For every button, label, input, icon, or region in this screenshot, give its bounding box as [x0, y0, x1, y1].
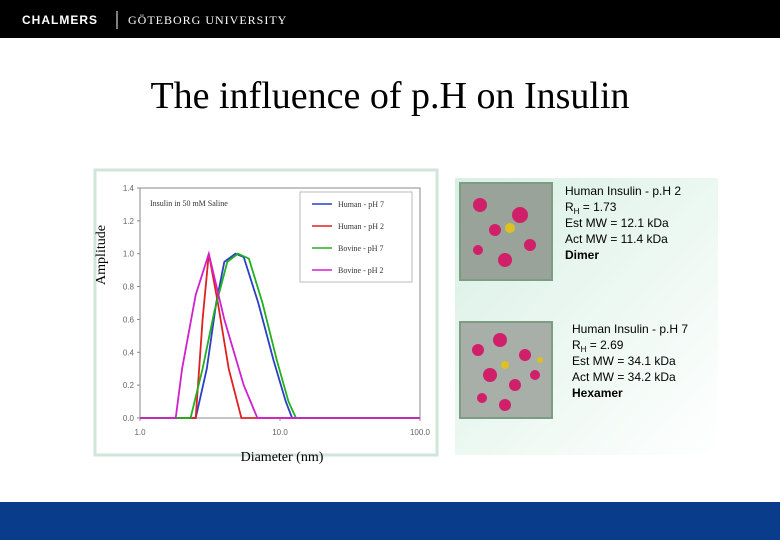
radius-symbol: R [572, 338, 581, 352]
radius-value: = 1.73 [579, 200, 616, 214]
x-tick-label: 100.0 [410, 428, 431, 437]
legend-label: Bovine - pH 2 [338, 266, 384, 275]
radius-value: = 2.69 [586, 338, 623, 352]
series-line [140, 252, 420, 419]
panel-heading: Human Insulin - p.H 7 [572, 322, 688, 336]
y-tick-label: 1.0 [123, 250, 135, 259]
legend-label: Bovine - pH 7 [338, 244, 384, 253]
y-tick-label: 0.8 [123, 283, 135, 292]
molecule-drawing [472, 198, 540, 411]
y-tick-label: 0.2 [123, 381, 135, 390]
footer-bar [0, 502, 780, 540]
header-right: GÖTEBORG UNIVERSITY [128, 13, 287, 27]
header-bar [0, 0, 780, 38]
panel-est: Est MW = 12.1 kDa [565, 216, 669, 230]
x-tick-label: 10.0 [272, 428, 288, 437]
panel-est: Est MW = 34.1 kDa [572, 354, 676, 368]
y-tick-label: 1.2 [123, 217, 135, 226]
radius-subscript: H [574, 207, 580, 216]
legend [299, 191, 413, 283]
y-tick-label: 1.4 [123, 184, 135, 193]
panel-radius: RH = 2.69 [572, 338, 624, 354]
y-tick-label: 0.4 [123, 348, 135, 357]
y-tick-label: 0.0 [123, 414, 135, 423]
chart-title: Insulin in 50 mM Saline [150, 199, 228, 208]
y-axis-label: Amplitude [94, 225, 109, 285]
legend-label: Human - pH 2 [338, 222, 384, 231]
panel-act: Act MW = 11.4 kDa [565, 232, 668, 246]
panel-act: Act MW = 34.2 kDa [572, 370, 676, 384]
x-tick-label: 1.0 [134, 428, 146, 437]
slide-title: The influence of p.H on Insulin [150, 75, 629, 117]
header-left: CHALMERS [22, 13, 98, 27]
panel-state: Dimer [565, 248, 599, 262]
series-line [140, 250, 420, 419]
panel-radius: RH = 1.73 [565, 200, 617, 216]
series-line [140, 253, 420, 419]
panel-state: Hexamer [572, 386, 623, 400]
radius-symbol: R [565, 200, 574, 214]
legend-label: Human - pH 7 [338, 200, 384, 209]
radius-subscript: H [581, 345, 587, 354]
panel-heading: Human Insulin - p.H 2 [565, 184, 681, 198]
x-axis-label: Diameter (nm) [241, 450, 324, 465]
y-tick-label: 0.6 [123, 315, 135, 324]
molecule-drawing [501, 223, 543, 369]
